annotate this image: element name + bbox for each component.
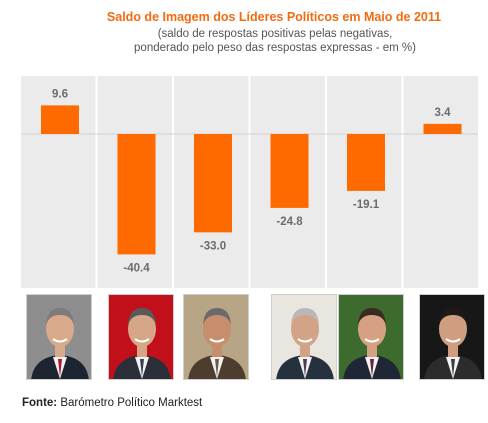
bar-value-label: -33.0 — [200, 240, 226, 252]
person-portrait-icon — [109, 295, 173, 379]
source-text: Barómetro Político Marktest — [60, 397, 203, 409]
leader-photo — [183, 294, 249, 380]
person-portrait-icon — [184, 295, 248, 379]
person-portrait-icon — [420, 295, 484, 379]
source-label: Fonte: — [22, 397, 58, 409]
bar — [347, 134, 385, 191]
chart-subtitle: (saldo de respostas positivas pelas nega… — [134, 28, 416, 54]
bar-value-label: -24.8 — [276, 216, 303, 228]
leader-photo — [108, 294, 174, 380]
person-portrait-icon — [272, 295, 336, 379]
chart-title: Saldo de Imagem dos Líderes Políticos em… — [106, 10, 442, 24]
leader-photos-row — [26, 294, 485, 382]
leader-photo — [338, 294, 404, 380]
person-portrait-icon — [27, 295, 91, 379]
leader-photo — [26, 294, 92, 380]
column-panel — [403, 76, 478, 288]
bar — [117, 134, 156, 255]
leader-photo — [419, 294, 485, 380]
bar — [270, 134, 309, 208]
bar — [41, 105, 79, 134]
source-note: Fonte: Barómetro Político Marktest — [22, 397, 202, 409]
bar-value-label: -19.1 — [353, 199, 380, 211]
bar-value-label: 9.6 — [52, 88, 68, 100]
bar — [423, 123, 462, 134]
bar-value-label: 3.4 — [435, 107, 452, 119]
bar-value-label: -40.4 — [123, 262, 150, 274]
bar-chart: 9.6 -40.4 -33.0 -24.8 -19.1 3.4 — [21, 76, 478, 288]
person-portrait-icon — [339, 295, 403, 379]
leader-photo — [271, 294, 337, 380]
bar — [194, 134, 232, 233]
